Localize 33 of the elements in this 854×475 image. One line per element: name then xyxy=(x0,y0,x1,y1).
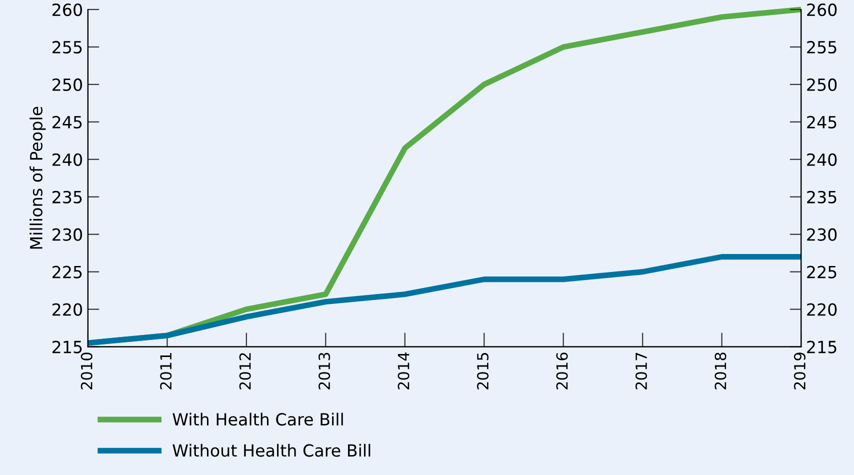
y2-tick-label: 255 xyxy=(807,40,836,54)
legend-label: With Health Care Bill xyxy=(172,412,343,426)
y2-tick-label: 230 xyxy=(807,228,837,241)
x-tick-label: 2018 xyxy=(714,352,726,390)
y-tick-label: 240 xyxy=(52,153,82,166)
y-tick-label: 260 xyxy=(52,3,82,16)
y-tick-label: 230 xyxy=(52,228,82,241)
y2-tick-label: 215 xyxy=(807,340,836,354)
y2-tick-label: 220 xyxy=(807,303,837,316)
y-tick-label: 225 xyxy=(52,266,82,278)
x-tick-label: 2015 xyxy=(477,352,489,390)
x-tick-label: 2011 xyxy=(160,353,172,390)
y2-tick-label: 240 xyxy=(807,153,837,166)
y2-tick-label: 260 xyxy=(807,3,837,16)
x-tick-label: 2010 xyxy=(80,352,92,390)
y-tick-label: 215 xyxy=(52,340,82,354)
y2-tick-label: 245 xyxy=(807,116,836,128)
y-tick-label: 245 xyxy=(52,116,82,128)
y2-tick-label: 250 xyxy=(807,78,837,92)
y2-tick-label: 225 xyxy=(807,266,836,278)
x-tick-label: 2013 xyxy=(318,352,330,390)
x-tick-label: 2014 xyxy=(398,352,410,390)
y-axis-title: Millions of People xyxy=(30,106,46,249)
y-tick-label: 235 xyxy=(52,190,82,204)
x-tick-label: 2012 xyxy=(239,353,251,390)
x-tick-label: 2019 xyxy=(794,352,806,390)
y2-tick-label: 235 xyxy=(807,190,836,204)
legend-label: Without Health Care Bill xyxy=(172,444,370,457)
x-tick-label: 2016 xyxy=(556,352,568,390)
x-tick-label: 2017 xyxy=(635,352,648,390)
y-tick-label: 250 xyxy=(52,78,82,92)
y-tick-label: 255 xyxy=(52,40,82,54)
y-tick-label: 220 xyxy=(52,303,82,316)
